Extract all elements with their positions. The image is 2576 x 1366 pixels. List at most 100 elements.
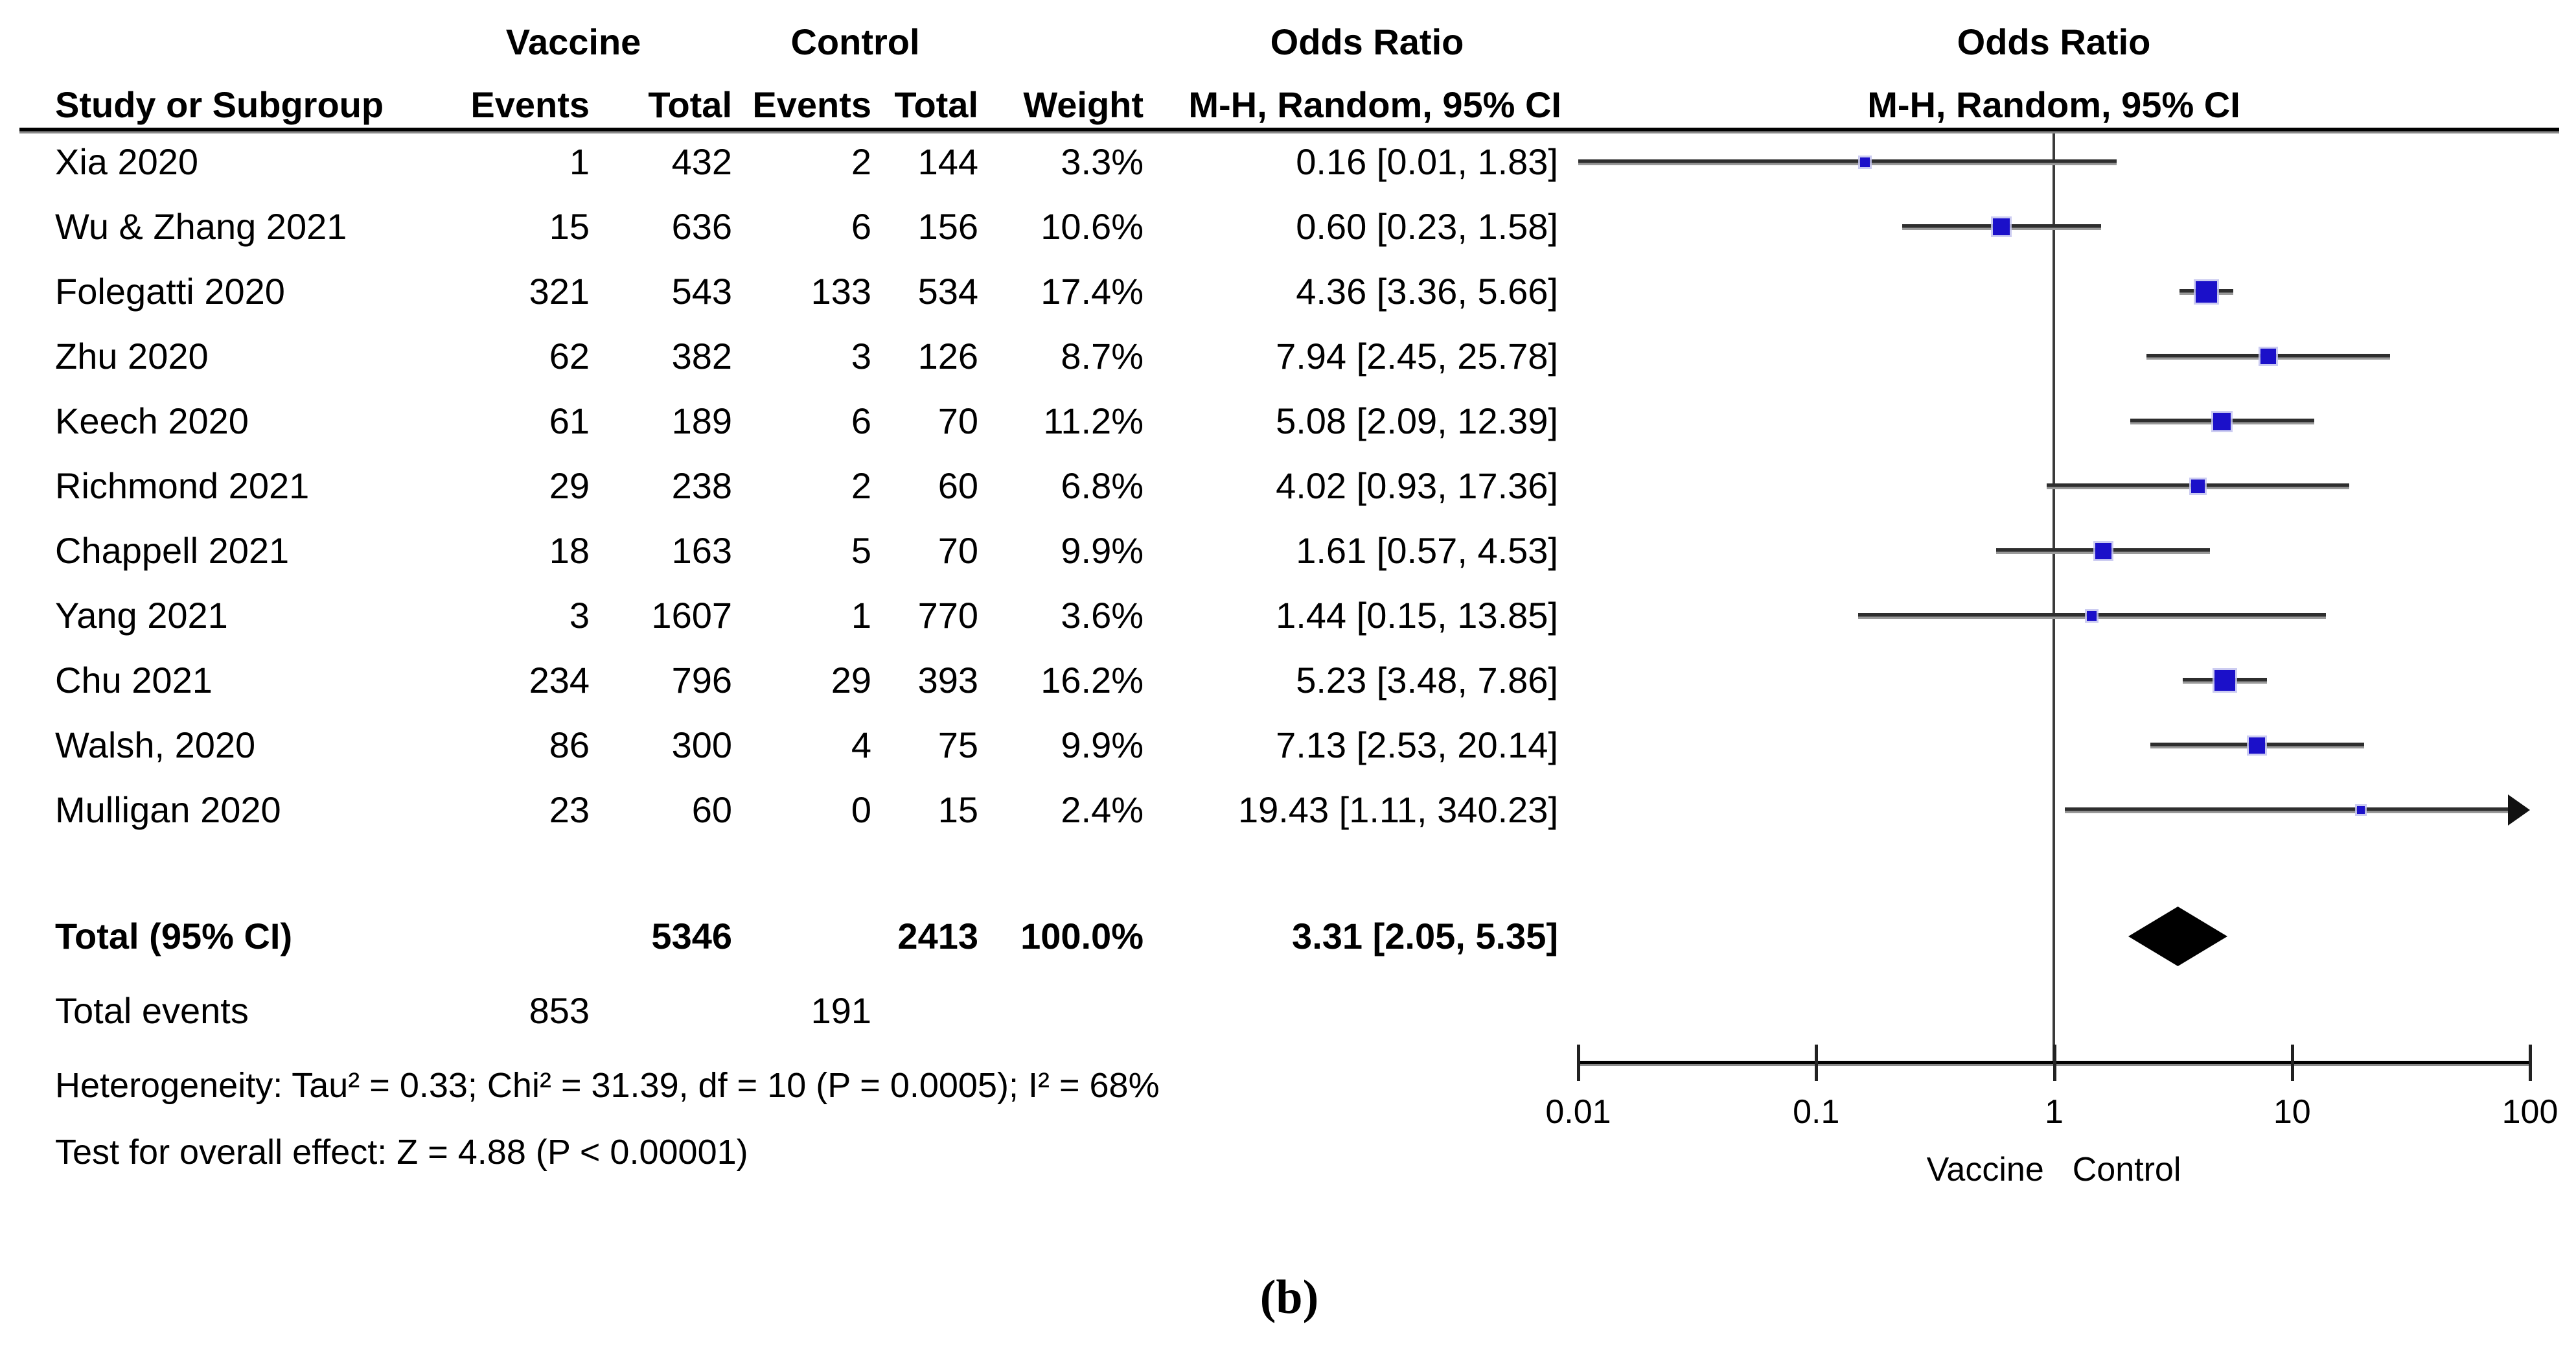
- vaccine-events: 234: [529, 660, 590, 700]
- x-axis-tick: [2053, 1045, 2056, 1081]
- study-weight: 11.2%: [1043, 400, 1144, 441]
- x-axis-tick: [2290, 1045, 2294, 1081]
- study-name: Xia 2020: [55, 141, 199, 182]
- point-estimate-marker: [2214, 670, 2236, 691]
- study-weight: 6.8%: [1061, 465, 1144, 506]
- control-events: 5: [851, 530, 871, 571]
- control-events: 1: [851, 595, 871, 636]
- vaccine-group-header: Vaccine: [505, 21, 641, 62]
- x-axis-tick-label: 1: [2045, 1093, 2064, 1131]
- control-events: 133: [811, 271, 871, 312]
- vaccine-total: 432: [671, 141, 732, 182]
- col-header-mh-ci-right: M-H, Random, 95% CI: [1867, 84, 2240, 125]
- odds-ratio-header-left: Odds Ratio: [1270, 21, 1464, 62]
- study-name: Keech 2020: [55, 400, 249, 441]
- overall-effect-test: Test for overall effect: Z = 4.88 (P < 0…: [55, 1133, 748, 1172]
- study-or-ci: 5.23 [3.48, 7.86]: [1296, 660, 1558, 700]
- control-total: 144: [917, 141, 978, 182]
- vaccine-total: 796: [671, 660, 732, 700]
- col-header-weight: Weight: [1023, 84, 1144, 125]
- point-estimate-marker: [1993, 218, 2010, 235]
- study-name: Folegatti 2020: [55, 271, 285, 312]
- x-axis-tick: [1815, 1045, 1819, 1081]
- total-weight: 100.0%: [1020, 916, 1144, 956]
- point-estimate-marker: [2195, 281, 2217, 303]
- study-or-ci: 4.36 [3.36, 5.66]: [1296, 271, 1558, 312]
- study-or-ci: 0.16 [0.01, 1.83]: [1296, 141, 1558, 182]
- control-events: 2: [851, 141, 871, 182]
- odds-ratio-header-right: Odds Ratio: [1957, 21, 2151, 62]
- study-weight: 17.4%: [1041, 271, 1144, 312]
- control-events: 29: [831, 660, 871, 700]
- x-axis-tick-label: 10: [2273, 1093, 2311, 1131]
- vaccine-total: 543: [671, 271, 732, 312]
- vaccine-total: 382: [671, 336, 732, 376]
- vaccine-total: 163: [671, 530, 732, 571]
- control-total: 70: [937, 400, 978, 441]
- study-or-ci: 5.08 [2.09, 12.39]: [1276, 400, 1558, 441]
- point-estimate-marker: [2249, 737, 2266, 754]
- study-weight: 3.3%: [1061, 141, 1144, 182]
- total-events-vaccine: 853: [529, 990, 590, 1031]
- point-estimate-marker: [2087, 610, 2097, 621]
- vaccine-events: 15: [549, 206, 590, 247]
- point-estimate-marker: [2095, 542, 2111, 559]
- study-name: Chu 2021: [55, 660, 213, 700]
- vaccine-events: 62: [549, 336, 590, 376]
- control-total: 770: [917, 595, 978, 636]
- control-events: 6: [851, 400, 871, 441]
- vaccine-events: 86: [549, 724, 590, 765]
- vaccine-events: 1: [569, 141, 590, 182]
- control-total: 60: [937, 465, 978, 506]
- vaccine-total: 189: [671, 400, 732, 441]
- study-weight: 8.7%: [1061, 336, 1144, 376]
- study-name: Zhu 2020: [55, 336, 209, 376]
- study-weight: 16.2%: [1041, 660, 1144, 700]
- total-events-label: Total events: [55, 990, 249, 1031]
- x-axis-tick-label: 100: [2501, 1093, 2559, 1131]
- ci-line: [1578, 159, 2117, 165]
- x-axis-tick-label: 0.1: [1793, 1093, 1840, 1131]
- control-total: 156: [917, 206, 978, 247]
- vaccine-total: 1607: [651, 595, 732, 636]
- x-axis-tick: [1577, 1045, 1580, 1081]
- point-estimate-marker: [2213, 412, 2231, 430]
- study-name: Wu & Zhang 2021: [55, 206, 347, 247]
- col-header-vaccine-total: Total: [648, 84, 732, 125]
- study-weight: 2.4%: [1061, 789, 1144, 830]
- vaccine-total: 636: [671, 206, 732, 247]
- no-effect-line: [2053, 133, 2055, 1063]
- control-total: 534: [917, 271, 978, 312]
- study-name: Walsh, 2020: [55, 724, 256, 765]
- col-header-control-events: Events: [752, 84, 871, 125]
- col-header-mh-ci-left: M-H, Random, 95% CI: [1188, 84, 1561, 125]
- study-weight: 3.6%: [1061, 595, 1144, 636]
- study-weight: 10.6%: [1041, 206, 1144, 247]
- study-name: Richmond 2021: [55, 465, 310, 506]
- vaccine-events: 321: [529, 271, 590, 312]
- vaccine-events: 3: [569, 595, 590, 636]
- study-or-ci: 1.61 [0.57, 4.53]: [1296, 530, 1558, 571]
- favours-control-label: Control: [2072, 1151, 2181, 1188]
- study-name: Mulligan 2020: [55, 789, 281, 830]
- total-row-label: Total (95% CI): [55, 916, 293, 956]
- total-events-control: 191: [811, 990, 871, 1031]
- vaccine-total: 238: [671, 465, 732, 506]
- control-total: 75: [937, 724, 978, 765]
- x-axis-tick: [2529, 1045, 2532, 1081]
- total-vaccine-n: 5346: [651, 916, 732, 956]
- ci-clip-arrow-icon: [2508, 794, 2530, 826]
- control-total: 126: [917, 336, 978, 376]
- control-total: 15: [937, 789, 978, 830]
- vaccine-events: 29: [549, 465, 590, 506]
- study-or-ci: 1.44 [0.15, 13.85]: [1276, 595, 1558, 636]
- study-or-ci: 7.13 [2.53, 20.14]: [1276, 724, 1558, 765]
- control-events: 6: [851, 206, 871, 247]
- vaccine-events: 23: [549, 789, 590, 830]
- col-header-study: Study or Subgroup: [55, 84, 384, 125]
- summary-diamond: [2128, 907, 2227, 966]
- control-group-header: Control: [790, 21, 920, 62]
- control-events: 3: [851, 336, 871, 376]
- ci-line: [2065, 807, 2508, 813]
